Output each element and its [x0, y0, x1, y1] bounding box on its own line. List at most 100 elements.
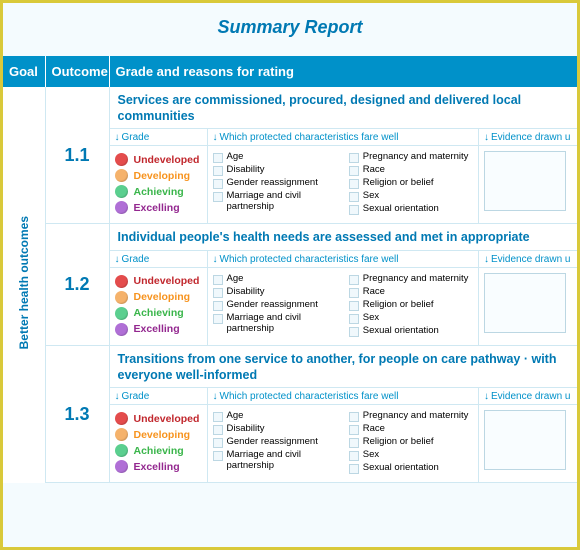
checkbox[interactable]	[349, 153, 359, 163]
grade-dot-icon	[115, 185, 128, 198]
grade-column: ↓Grade Undeveloped Developing Achieving Exce…	[110, 128, 208, 223]
chars-subheader: ↓Which protected characteristics fare we…	[208, 388, 479, 405]
evidence-input[interactable]	[484, 273, 566, 333]
chars-subheader: ↓Which protected characteristics fare we…	[208, 129, 479, 146]
checkbox[interactable]	[213, 425, 223, 435]
grade-option[interactable]: Achieving	[115, 185, 202, 198]
evidence-input[interactable]	[484, 151, 566, 211]
checkbox[interactable]	[213, 438, 223, 448]
checkbox[interactable]	[349, 438, 359, 448]
grade-dot-icon	[115, 428, 128, 441]
grade-option[interactable]: Achieving	[115, 307, 202, 320]
evidence-subheader: ↓Evidence drawn u	[479, 129, 577, 146]
grade-label: Undeveloped	[134, 275, 200, 287]
grade-subheader: ↓Grade	[110, 129, 207, 146]
checkbox[interactable]	[349, 301, 359, 311]
goal-cell: Better health outcomes	[3, 87, 45, 483]
characteristics-column: ↓Which protected characteristics fare we…	[208, 387, 480, 482]
characteristic-label: Race	[363, 424, 385, 435]
grade-subheader: ↓Grade	[110, 251, 207, 268]
grade-option[interactable]: Developing	[115, 291, 202, 304]
subgrid: ↓GradeUndevelopedDevelopingAchievingExce…	[110, 387, 578, 482]
characteristic-item: Gender reassignment	[213, 300, 337, 311]
grade-option[interactable]: Achieving	[115, 444, 202, 457]
grade-option[interactable]: Undeveloped	[115, 275, 202, 288]
characteristic-item: Race	[349, 424, 473, 435]
checkbox[interactable]	[349, 179, 359, 189]
subgrid: ↓Grade Undeveloped Developing Achieving Exce…	[110, 250, 578, 345]
grade-label: Undeveloped	[134, 154, 200, 166]
characteristic-item: Pregnancy and maternity	[349, 274, 473, 285]
characteristic-label: Marriage and civil partnership	[227, 191, 337, 213]
arrow-down-icon: ↓	[213, 132, 218, 143]
grade-label: Developing	[134, 170, 191, 182]
grade-dot-icon	[115, 153, 128, 166]
detail-cell: Services are commissioned, procured, des…	[109, 87, 577, 224]
report-frame: Summary Report Goal Outcome Grade and re…	[0, 0, 580, 550]
checkbox[interactable]	[349, 412, 359, 422]
characteristic-item: Sexual orientation	[349, 326, 473, 337]
arrow-down-icon: ↓	[484, 254, 489, 265]
characteristic-label: Disability	[227, 287, 265, 298]
grade-label: Excelling	[134, 461, 180, 473]
grade-option[interactable]: Excelling	[115, 460, 202, 473]
characteristic-item: Race	[349, 165, 473, 176]
characteristic-item: Disability	[213, 424, 337, 435]
outcome-number: 1.3	[45, 345, 109, 482]
checkbox[interactable]	[349, 314, 359, 324]
checkbox[interactable]	[349, 425, 359, 435]
grade-option[interactable]: Excelling	[115, 201, 202, 214]
checkbox[interactable]	[213, 275, 223, 285]
grade-label: Undeveloped	[134, 413, 200, 425]
characteristic-item: Pregnancy and maternity	[349, 411, 473, 422]
detail-cell: Transitions from one service to another,…	[109, 345, 577, 482]
grade-option[interactable]: Undeveloped	[115, 153, 202, 166]
checkbox[interactable]	[349, 275, 359, 285]
arrow-down-icon: ↓	[484, 391, 489, 402]
grade-option[interactable]: Excelling	[115, 323, 202, 336]
grade-option[interactable]: Developing	[115, 169, 202, 182]
checkbox[interactable]	[349, 192, 359, 202]
checkbox[interactable]	[349, 288, 359, 298]
characteristic-item: Sexual orientation	[349, 204, 473, 215]
grade-option[interactable]: Developing	[115, 428, 202, 441]
checkbox[interactable]	[213, 412, 223, 422]
characteristic-item: Marriage and civil partnership	[213, 313, 337, 335]
chars-subheader: ↓Which protected characteristics fare we…	[208, 251, 479, 268]
checkbox[interactable]	[213, 288, 223, 298]
checkbox[interactable]	[349, 451, 359, 461]
table-row: Better health outcomes 1.1 Services are …	[3, 87, 577, 224]
characteristic-item: Gender reassignment	[213, 437, 337, 448]
characteristic-item: Marriage and civil partnership	[213, 450, 337, 472]
characteristic-label: Disability	[227, 165, 265, 176]
grade-dot-icon	[115, 307, 128, 320]
checkbox[interactable]	[213, 451, 223, 461]
checkbox[interactable]	[349, 166, 359, 176]
grade-dot-icon	[115, 275, 128, 288]
checkbox[interactable]	[213, 192, 223, 202]
checkbox[interactable]	[213, 153, 223, 163]
characteristic-label: Sex	[363, 313, 379, 324]
checkbox[interactable]	[349, 464, 359, 474]
evidence-input[interactable]	[484, 410, 566, 470]
checkbox[interactable]	[213, 314, 223, 324]
characteristic-label: Religion or belief	[363, 300, 434, 311]
checkbox[interactable]	[349, 205, 359, 215]
characteristic-item: Religion or belief	[349, 178, 473, 189]
evidence-column: ↓Evidence drawn u	[479, 387, 577, 482]
characteristic-item: Sex	[349, 450, 473, 461]
checkbox[interactable]	[213, 166, 223, 176]
characteristic-item: Sex	[349, 191, 473, 202]
characteristic-item: Pregnancy and maternity	[349, 152, 473, 163]
checkbox[interactable]	[213, 179, 223, 189]
characteristics-column: ↓Which protected characteristics fare we…	[208, 128, 480, 223]
characteristic-item: Race	[349, 287, 473, 298]
checkbox[interactable]	[213, 301, 223, 311]
characteristic-label: Race	[363, 287, 385, 298]
arrow-down-icon: ↓	[484, 132, 489, 143]
characteristic-label: Sex	[363, 191, 379, 202]
grade-option[interactable]: Undeveloped	[115, 412, 202, 425]
grade-dot-icon	[115, 291, 128, 304]
grade-dot-icon	[115, 169, 128, 182]
checkbox[interactable]	[349, 327, 359, 337]
